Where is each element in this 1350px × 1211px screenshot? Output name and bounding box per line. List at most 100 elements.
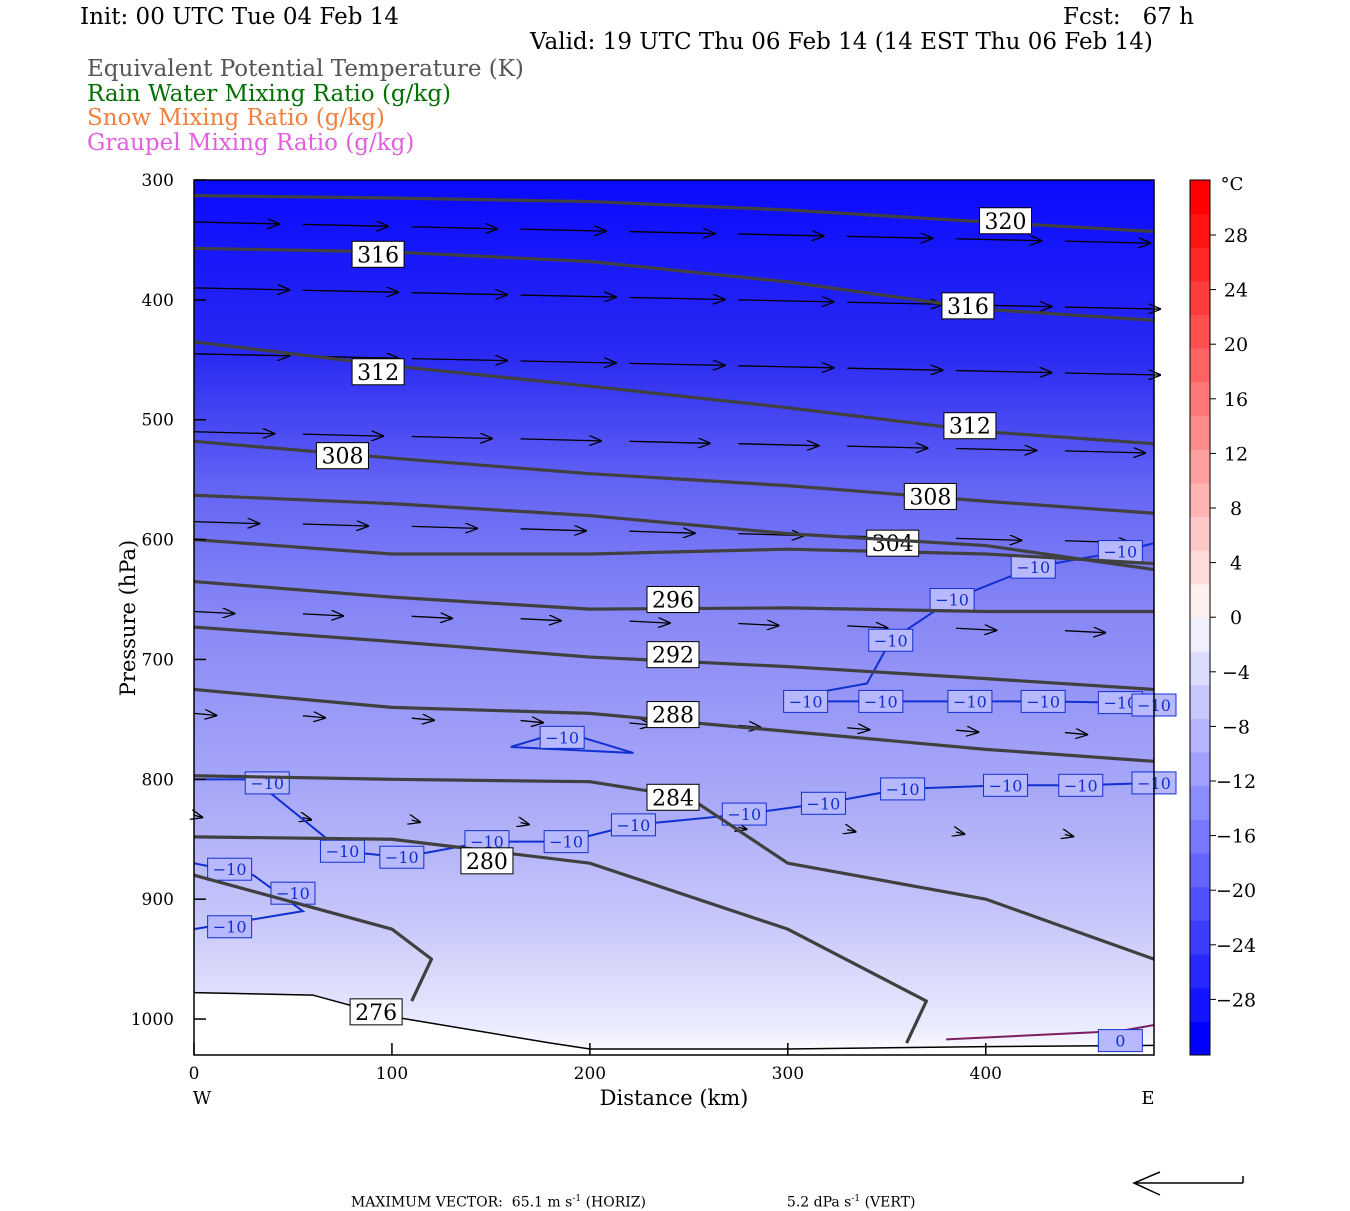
temperature-label: −10 — [800, 791, 846, 815]
wind-arrow — [194, 815, 202, 817]
theta-e-label-box — [646, 701, 700, 729]
temperature-label: −10 — [610, 813, 656, 837]
wind-arrow — [302, 224, 388, 226]
temperature-label-box — [880, 777, 926, 801]
colorbar-tick-label: −12 — [1216, 771, 1256, 793]
wind-arrow — [411, 227, 497, 229]
colorbar-segment — [1190, 718, 1210, 753]
wind-arrow — [1064, 631, 1105, 633]
wind-arrow — [956, 239, 1041, 241]
temperature-label-box — [1058, 773, 1104, 797]
colorbar-tick-label: 8 — [1230, 498, 1242, 520]
wind-arrow — [629, 363, 724, 365]
reference-arrow-head — [1132, 1171, 1161, 1196]
wind-arrow — [1064, 307, 1160, 309]
theta-e-label-box — [646, 641, 700, 669]
colorbar-unit: °C — [1221, 174, 1244, 195]
theta-e-label-text: 316 — [357, 243, 399, 268]
temperature-label: −10 — [983, 773, 1029, 797]
wind-arrow — [520, 529, 586, 531]
wind-arrow — [738, 300, 833, 302]
wind-arrow — [847, 302, 942, 304]
theta-e-label: 304 — [866, 529, 920, 557]
temperature-label: −10 — [1020, 689, 1066, 713]
temperature-label: −10 — [319, 839, 365, 863]
max-vector-horiz: MAXIMUM VECTOR: 65.1 m s-1 (HORIZ) — [342, 1178, 646, 1211]
wind-arrow — [411, 526, 477, 528]
temperature-label-box — [868, 628, 914, 652]
temperature-label-text: 0 — [1115, 1032, 1125, 1051]
legend-snow: Snow Mixing Ratio (g/kg) — [87, 105, 385, 131]
valid-time: Valid: 19 UTC Thu 06 Feb 14 (14 EST Thu … — [530, 29, 1153, 55]
theta-e-label-box — [646, 783, 700, 811]
temperature-label-text: −10 — [326, 842, 360, 861]
vert-value: 5.2 dPa s — [786, 1194, 852, 1211]
temperature-label: −10 — [379, 845, 425, 869]
theta-e-label: 320 — [979, 207, 1033, 235]
x-east-label: E — [1141, 1088, 1154, 1109]
colorbar-segment — [1190, 381, 1210, 417]
colorbar-segment — [1190, 415, 1210, 450]
colorbar-tick-label: 20 — [1224, 334, 1248, 356]
wind-arrow — [847, 368, 942, 370]
forecast-hour: Fcst: 67 h — [1063, 4, 1194, 30]
colorbar-segment — [1190, 583, 1210, 618]
y-tick-label: 800 — [142, 770, 174, 790]
colorbar-segment — [1190, 280, 1210, 316]
x-west-label: W — [193, 1088, 212, 1109]
colorbar-segment — [1190, 550, 1210, 585]
wind-arrow — [411, 437, 492, 439]
theta-e-label-box — [943, 412, 997, 440]
temperature-label-text: −10 — [617, 816, 651, 835]
plot-frame — [193, 179, 1155, 1056]
colorbar-tick-label: −16 — [1216, 826, 1256, 848]
theta-e-contour — [193, 493, 1155, 572]
x-tick-label: 100 — [376, 1064, 408, 1084]
theta-e-label-box — [315, 442, 369, 470]
wind-arrow — [411, 293, 507, 295]
temperature-label-text: −10 — [385, 848, 419, 867]
wind-arrow — [520, 721, 543, 723]
wind-arrow — [738, 234, 823, 236]
wind-arrow — [629, 621, 669, 623]
wind-arrow — [193, 522, 259, 524]
temperature-label-box — [543, 830, 589, 854]
theta-e-label-text: 292 — [652, 644, 694, 669]
wind-arrow — [847, 728, 869, 730]
temperature-label: −10 — [464, 830, 510, 854]
colorbar-segment — [1190, 684, 1210, 719]
temperature-label: −10 — [721, 802, 767, 826]
vert-unit: (VERT) — [864, 1194, 916, 1211]
theta-e-label: 284 — [646, 783, 700, 811]
colorbar-tick-label: 12 — [1224, 443, 1248, 465]
wind-arrow — [520, 619, 561, 621]
temperature-label: −10 — [539, 725, 585, 749]
theta-e-label-box — [351, 358, 405, 386]
temperature-label-text: −10 — [789, 692, 823, 711]
temperature-label-text: −10 — [874, 631, 908, 650]
legend-rain-water: Rain Water Mixing Ratio (g/kg) — [87, 81, 452, 107]
wind-arrow — [193, 354, 289, 356]
horiz-value: 65.1 m s — [511, 1194, 573, 1211]
colorbar-tick-label: −24 — [1216, 935, 1256, 957]
colorbar-segment — [1190, 785, 1210, 820]
theta-e-label-text: 284 — [652, 786, 694, 811]
temperature-label-box — [800, 791, 846, 815]
temperature-label-text: −10 — [213, 860, 247, 879]
wind-arrow — [847, 236, 932, 238]
temperature-label-box — [379, 845, 425, 869]
colorbar-segment — [1190, 617, 1210, 652]
wind-arrow — [193, 288, 289, 290]
wind-arrow — [956, 832, 964, 834]
theta-e-label-text: 308 — [321, 445, 363, 470]
theta-e-contour — [193, 873, 434, 1002]
colorbar-tick-label: 24 — [1224, 280, 1248, 302]
theta-e-label-box — [351, 240, 405, 268]
temperature-label-box — [858, 689, 904, 713]
temperature-label-box — [721, 802, 767, 826]
temperature-label-text: −10 — [727, 805, 761, 824]
horiz-unit: (HORIZ) — [585, 1194, 646, 1211]
temperature-label: −10 — [207, 857, 253, 881]
colorbar: °C 28 24 20 16 12 8 4 0 −4 −8 −12 −16 −20 −24 −28 — [1189, 174, 1256, 1056]
temperature-label-text: −10 — [1064, 776, 1098, 795]
